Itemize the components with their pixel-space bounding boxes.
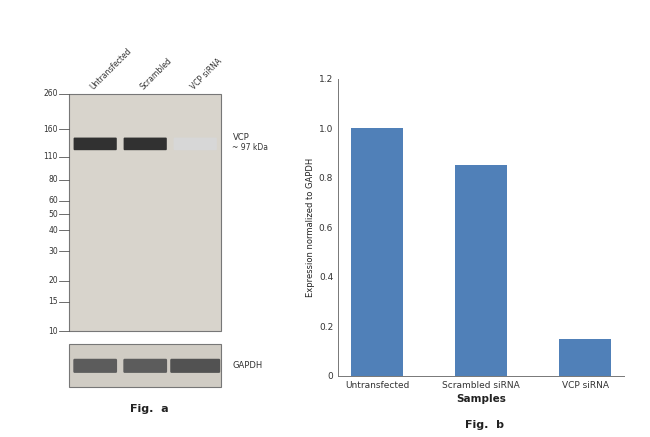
FancyBboxPatch shape [124,359,167,373]
Text: 80: 80 [48,175,58,184]
Text: GAPDH: GAPDH [233,361,263,370]
Bar [70,344,221,387]
FancyBboxPatch shape [73,359,117,373]
Text: 160: 160 [44,125,58,134]
Bar [455,165,507,376]
Text: Fig.  a: Fig. a [130,404,169,414]
Text: Untransfected: Untransfected [89,47,134,92]
FancyBboxPatch shape [124,138,167,150]
Text: VCP: VCP [233,133,249,142]
Text: Fig.  b: Fig. b [465,420,504,430]
Bar [559,339,611,376]
Text: ~ 97 kDa: ~ 97 kDa [233,143,268,152]
FancyBboxPatch shape [170,359,220,373]
Text: 40: 40 [48,226,58,235]
Y-axis label: Expression normalized to GAPDH: Expression normalized to GAPDH [306,158,315,297]
Text: 110: 110 [44,152,58,161]
Bar [351,128,403,376]
Text: 30: 30 [48,247,58,256]
Text: 50: 50 [48,209,58,218]
Text: VCP siRNA: VCP siRNA [189,57,224,92]
Text: 60: 60 [48,196,58,205]
Text: 10: 10 [48,327,58,336]
FancyBboxPatch shape [73,138,117,150]
Text: 260: 260 [44,89,58,98]
Text: 20: 20 [48,276,58,285]
FancyBboxPatch shape [174,138,217,150]
Bar [70,94,221,331]
Text: 15: 15 [48,298,58,306]
X-axis label: Samples: Samples [456,394,506,404]
Text: Scrambled: Scrambled [139,57,174,92]
